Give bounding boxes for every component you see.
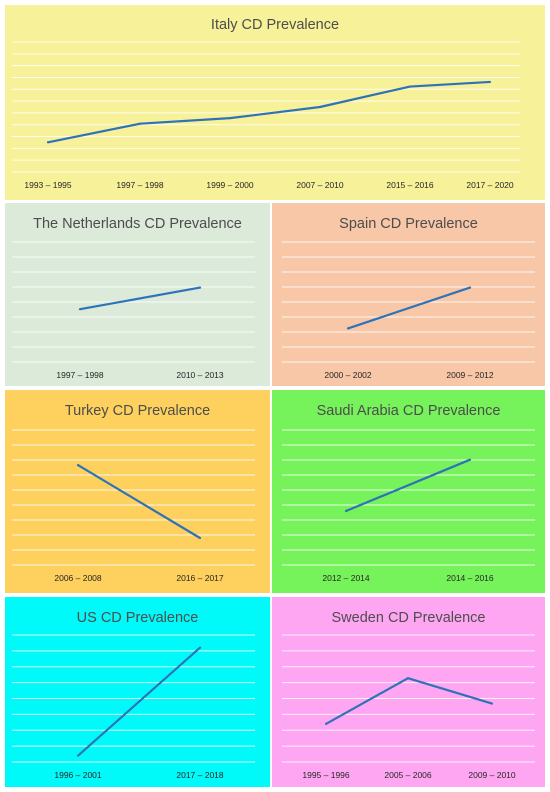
chart-panel-sweden: Sweden CD Prevalence 1995 – 1996 2005 – 20…	[272, 597, 545, 787]
chart-panel-netherlands: The Netherlands CD Prevalence 1997 – 1998…	[5, 203, 270, 386]
data-point	[346, 327, 350, 330]
data-point	[406, 677, 410, 680]
data-point	[76, 754, 80, 757]
series-line	[345, 458, 471, 513]
chart-panel-spain: Spain CD Prevalence 2000 – 2002 2009 – 201…	[272, 203, 545, 386]
data-point	[138, 122, 142, 125]
chart-title: Turkey CD Prevalence	[64, 403, 211, 419]
chart-plot-area	[282, 241, 535, 363]
x-tick-label: 2012 – 2014	[322, 573, 370, 583]
series-line	[77, 464, 201, 539]
x-tick-label: 1997 – 1998	[56, 370, 104, 380]
data-point	[198, 286, 202, 289]
data-point	[408, 85, 412, 88]
data-point	[198, 646, 202, 649]
chart-plot-area	[12, 634, 255, 763]
chart-panel-us: US CD Prevalence 1996 – 2001 2017 – 2018	[5, 597, 270, 787]
series-line	[325, 677, 493, 725]
chart-plot-area	[282, 634, 535, 763]
x-tick-label: 1995 – 1996	[302, 770, 350, 780]
x-tick-label: 2017 – 2020	[466, 180, 514, 190]
x-tick-label: 1996 – 2001	[54, 770, 102, 780]
x-tick-label: 2016 – 2017	[176, 573, 224, 583]
data-point	[78, 308, 82, 311]
chart-plot-area	[12, 41, 520, 173]
chart-title: Italy CD Prevalence	[210, 17, 340, 33]
data-point	[198, 536, 202, 540]
x-tick-label: 1997 – 1998	[116, 180, 164, 190]
x-tick-label: 2015 – 2016	[386, 180, 434, 190]
series-line	[79, 286, 201, 311]
x-tick-label: 2009 – 2010	[468, 770, 516, 780]
chart-title: US CD Prevalence	[76, 610, 199, 626]
x-tick-label: 2014 – 2016	[446, 573, 494, 583]
x-tick-label: 2000 – 2002	[324, 370, 372, 380]
chart-panel-italy: Italy CD Prevalence 1993 – 1995 1997 – 199…	[5, 5, 545, 200]
chart-plot-area	[282, 429, 535, 566]
chart-plot-area	[12, 429, 255, 566]
x-tick-label: 2010 – 2013	[176, 370, 224, 380]
x-tick-label: 2007 – 2010	[296, 180, 344, 190]
data-point	[318, 105, 322, 109]
series-line	[47, 80, 491, 144]
series-line	[77, 646, 201, 757]
x-tick-label: 2017 – 2018	[176, 770, 224, 780]
chart-panel-turkey: Turkey CD Prevalence 2006 – 2008 2016 – 20…	[5, 390, 270, 593]
x-tick-label: 2009 – 2012	[446, 370, 494, 380]
data-point	[76, 464, 80, 467]
data-point	[46, 141, 50, 144]
data-point	[228, 117, 232, 120]
data-point	[488, 80, 492, 84]
data-point	[490, 702, 494, 705]
chart-title: Sweden CD Prevalence	[331, 610, 486, 626]
chart-plot-area	[12, 241, 255, 363]
x-tick-label: 1993 – 1995	[24, 180, 72, 190]
series-line	[347, 286, 471, 330]
chart-title: The Netherlands CD Prevalence	[33, 216, 242, 232]
x-tick-label: 2006 – 2008	[54, 573, 102, 583]
chart-title: Spain CD Prevalence	[339, 216, 478, 232]
data-point	[324, 722, 328, 725]
x-tick-label: 2005 – 2006	[384, 770, 432, 780]
x-tick-label: 1999 – 2000	[206, 180, 254, 190]
data-point	[468, 458, 472, 461]
data-point	[468, 286, 472, 289]
data-point	[344, 509, 348, 513]
chart-title: Saudi Arabia CD Prevalence	[316, 403, 501, 419]
chart-panel-saudi: Saudi Arabia CD Prevalence 2012 – 2014 201…	[272, 390, 545, 593]
